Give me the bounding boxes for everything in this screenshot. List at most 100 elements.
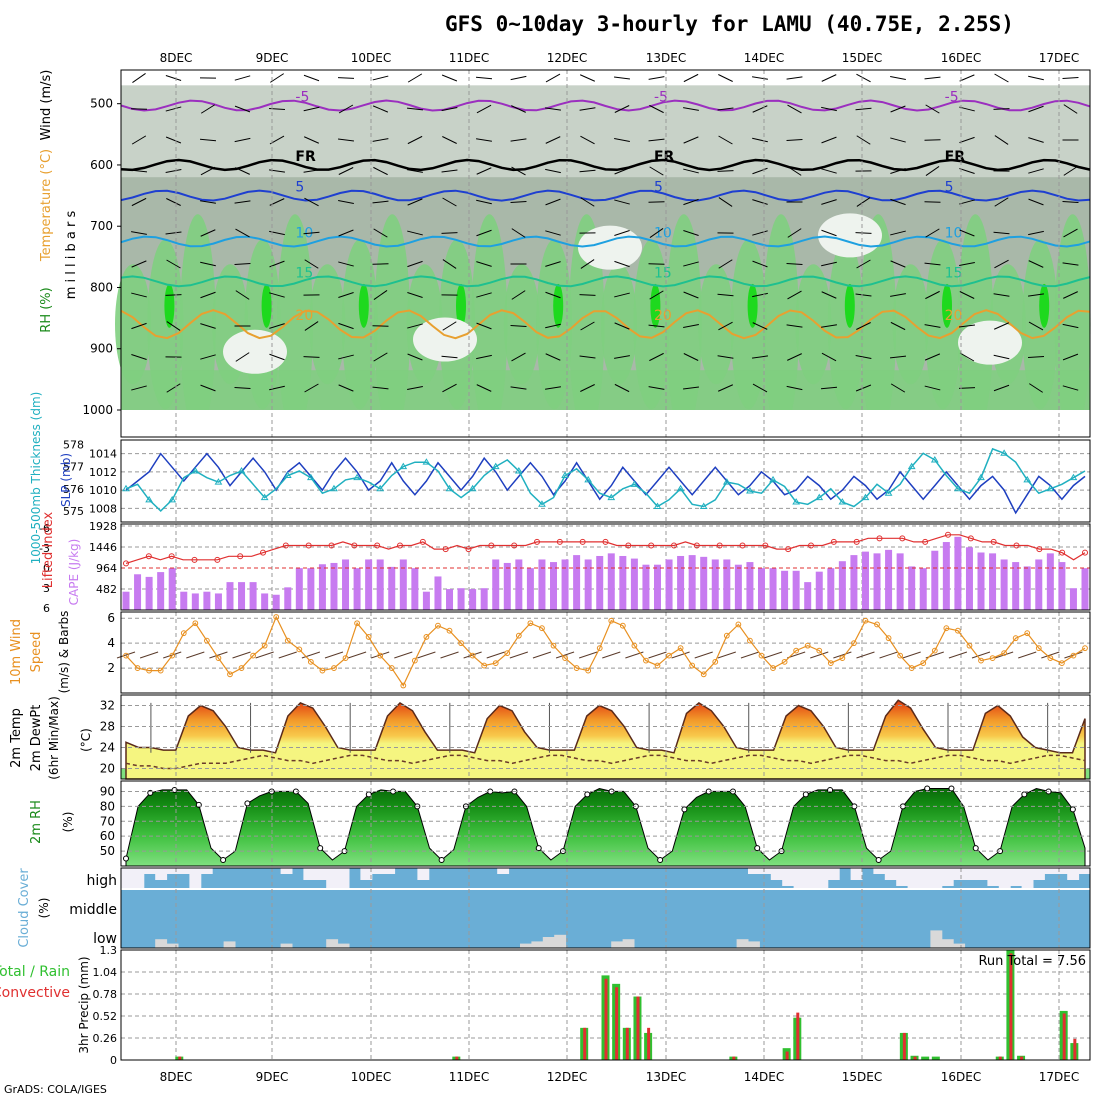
- wind-barb: [752, 76, 768, 80]
- wind-barb: [648, 201, 665, 203]
- isotherm-label: -5: [295, 90, 309, 106]
- wind-barb: [579, 355, 596, 359]
- panel-frame: [120, 780, 1091, 867]
- wind-speed-point: [839, 655, 846, 662]
- wind-barb: [1062, 76, 1079, 80]
- wind-barb: [890, 293, 906, 297]
- cape-bar: [757, 568, 765, 610]
- wind-barb: [235, 290, 250, 300]
- cape-bar: [1012, 562, 1020, 610]
- rh-point: [972, 845, 979, 852]
- wind-barb: [682, 386, 700, 390]
- wind-barb: [855, 293, 872, 297]
- cape-bar: [295, 568, 303, 610]
- rh-point: [802, 791, 809, 798]
- wind-barb: [166, 259, 181, 269]
- wind-barb: [649, 104, 664, 114]
- surface-wind-barb: [347, 651, 367, 659]
- low-cloud-bar: [611, 941, 624, 948]
- wind-barb: [304, 259, 319, 269]
- wind-barb: [131, 385, 147, 391]
- cape-bar: [145, 576, 153, 610]
- wind-barb: [683, 198, 699, 206]
- wind-barb: [717, 355, 734, 359]
- low-cloud-bar: [748, 941, 760, 948]
- wind-barb: [786, 324, 803, 328]
- cape-bar: [515, 559, 523, 610]
- cape-tick-label: 1446: [89, 541, 117, 554]
- high-cloud-gap: [360, 868, 373, 880]
- precip-tick-label: 0.78: [93, 988, 118, 1001]
- wind-speed-point: [238, 665, 245, 671]
- li-point: [1059, 549, 1066, 556]
- surface-wind-barb: [717, 651, 736, 659]
- isotherm-label: 5: [295, 180, 304, 196]
- wind-barb: [993, 108, 1010, 110]
- wind-barb: [786, 385, 803, 391]
- wind-barb: [683, 353, 699, 361]
- cape-bar: [261, 593, 269, 610]
- high-cloud-gap: [417, 868, 430, 880]
- wind-barb: [476, 199, 492, 205]
- wind-barb: [234, 386, 251, 390]
- wind-speed-point: [423, 634, 430, 640]
- wind-barb: [821, 229, 837, 237]
- convective-bar: [902, 1032, 906, 1060]
- wind-barb: [925, 104, 940, 114]
- temp-tick-label: 24: [100, 741, 115, 755]
- low-cloud-bar: [337, 943, 350, 948]
- wind-barb: [269, 292, 285, 298]
- wind-barb: [614, 260, 630, 268]
- wind-barb: [131, 231, 147, 235]
- cape-bar: [214, 593, 222, 610]
- date-label-bottom: 10DEC: [351, 1070, 391, 1084]
- high-cloud-gap: [178, 868, 190, 874]
- high-cloud-gap: [782, 868, 795, 886]
- wind-barb: [889, 355, 907, 359]
- wind-barb: [993, 384, 1010, 392]
- wind-barb: [614, 292, 630, 298]
- high-cloud-gap: [930, 868, 943, 888]
- wind-barb: [200, 229, 216, 237]
- wind-barb: [476, 292, 492, 298]
- wind-barb: [994, 135, 1009, 145]
- wind-barb: [786, 138, 803, 142]
- pressure-axis-label: m i l l i b a r s: [64, 211, 79, 300]
- isotherm-line: [120, 99, 1091, 112]
- rh-dry-pocket: [818, 213, 882, 258]
- panel-frame: [120, 867, 1091, 949]
- wind-barb: [786, 262, 803, 266]
- wind-barb: [373, 228, 388, 238]
- wind-barb: [407, 260, 423, 268]
- wind-barb: [1062, 262, 1079, 266]
- high-cloud-gap: [326, 868, 339, 888]
- wind-barb: [855, 107, 872, 111]
- high-cloud-gap: [200, 868, 213, 874]
- wind-speed-point: [180, 630, 187, 637]
- wind-speed-point: [631, 642, 638, 649]
- rh-humid-cell: [698, 264, 735, 385]
- cape-tick-label: 1928: [89, 520, 117, 533]
- rh-saturated-cell: [261, 283, 272, 328]
- cape-bar: [619, 555, 627, 610]
- surface-wind-barb: [278, 651, 297, 659]
- cape-bar: [526, 568, 534, 610]
- wind-barb: [165, 231, 182, 235]
- cape-bar: [1081, 568, 1089, 610]
- wind-barb: [821, 291, 837, 299]
- cape-bar: [168, 568, 176, 610]
- wind-barb: [338, 322, 354, 330]
- date-label-top: 12DEC: [547, 51, 587, 65]
- wind-barb: [683, 261, 699, 267]
- wind-barb: [234, 75, 251, 81]
- surface-wind-barb: [1041, 651, 1060, 659]
- high-cloud-gap: [816, 868, 829, 888]
- wind-barb: [372, 105, 389, 113]
- low-cloud-bar: [736, 939, 749, 948]
- surface-wind-barb: [139, 651, 159, 659]
- wind-barb: [407, 135, 423, 145]
- high-cloud-gap: [907, 868, 920, 888]
- wind-barb: [717, 293, 734, 297]
- wind-barb: [442, 136, 457, 144]
- cape-bar: [896, 553, 904, 610]
